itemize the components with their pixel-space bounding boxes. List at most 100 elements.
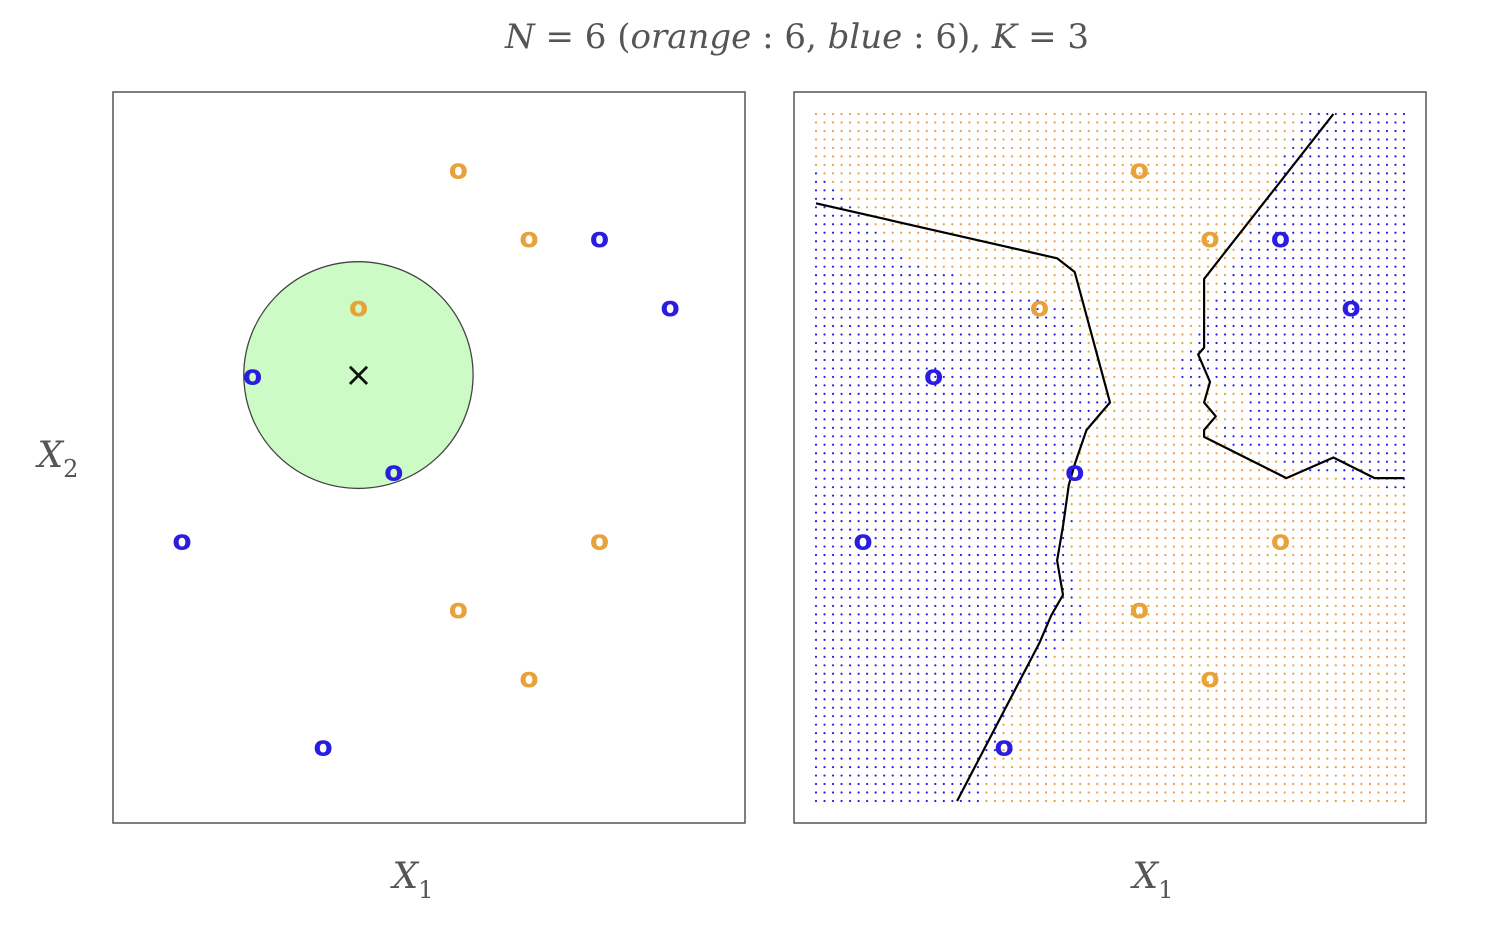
grid-dot <box>857 477 860 480</box>
grid-dot <box>1309 511 1312 514</box>
grid-dot <box>968 570 971 574</box>
grid-dot <box>891 206 894 209</box>
grid-dot <box>1223 765 1227 769</box>
grid-dot <box>1164 291 1167 294</box>
grid-dot <box>840 189 843 192</box>
grid-dot <box>1036 367 1039 370</box>
grid-dot <box>1317 282 1320 285</box>
grid-dot <box>1002 579 1005 582</box>
grid-dot <box>883 681 886 684</box>
grid-dot <box>1189 426 1193 429</box>
grid-dot <box>968 418 971 421</box>
grid-dot <box>1087 630 1090 633</box>
grid-dot <box>908 477 911 480</box>
grid-dot <box>985 757 988 760</box>
grid-dot <box>1223 511 1227 514</box>
grid-dot <box>823 274 826 277</box>
grid-dot <box>1317 740 1320 743</box>
grid-dot <box>1283 452 1286 455</box>
grid-dot <box>1215 765 1218 769</box>
grid-dot <box>1027 291 1031 294</box>
grid-dot <box>1053 740 1056 743</box>
grid-dot <box>976 316 980 319</box>
grid-dot <box>1130 443 1133 446</box>
grid-dot <box>1181 681 1184 684</box>
grid-dot <box>831 587 835 591</box>
grid-dot <box>1121 553 1124 557</box>
grid-dot <box>1292 791 1295 794</box>
grid-dot <box>976 341 980 345</box>
grid-dot <box>1309 749 1312 752</box>
grid-dot <box>1138 240 1141 243</box>
grid-dot <box>1104 528 1107 531</box>
grid-dot <box>1258 596 1261 599</box>
grid-dot <box>1189 401 1193 404</box>
grid-dot <box>985 774 988 777</box>
grid-dot <box>1002 545 1005 548</box>
grid-dot <box>1155 341 1158 345</box>
grid-dot <box>831 562 835 565</box>
grid-dot <box>934 723 937 726</box>
grid-dot <box>1240 265 1244 268</box>
grid-dot <box>1258 740 1261 743</box>
grid-dot <box>1010 774 1014 777</box>
grid-dot <box>814 223 818 226</box>
grid-dot <box>1027 197 1031 200</box>
grid-dot <box>1036 570 1039 574</box>
grid-dot <box>925 638 928 641</box>
grid-dot <box>874 384 877 387</box>
grid-dot <box>1010 138 1014 141</box>
grid-dot <box>1027 248 1031 251</box>
grid-dot <box>1309 265 1312 268</box>
grid-dot <box>883 392 886 395</box>
grid-dot <box>1181 333 1184 336</box>
grid-dot <box>1326 520 1329 523</box>
grid-dot <box>993 231 997 234</box>
grid-dot <box>1206 553 1210 557</box>
grid-dot <box>1189 562 1193 565</box>
grid-dot <box>1044 392 1048 395</box>
grid-dot <box>823 265 826 268</box>
grid-dot <box>976 299 980 302</box>
grid-dot <box>1079 799 1082 803</box>
grid-dot <box>866 638 869 641</box>
grid-dot <box>1130 630 1133 633</box>
grid-dot <box>1266 774 1269 777</box>
grid-dot <box>934 749 937 752</box>
grid-dot <box>1070 486 1073 489</box>
grid-dot <box>1300 231 1303 234</box>
grid-dot <box>968 486 971 489</box>
grid-dot <box>1249 732 1252 735</box>
grid-dot <box>1044 469 1048 472</box>
grid-dot <box>1062 401 1065 404</box>
grid-dot <box>1027 163 1031 166</box>
grid-dot <box>848 723 852 726</box>
grid-dot <box>900 570 903 574</box>
grid-dot <box>1019 172 1022 175</box>
grid-dot <box>1309 401 1312 404</box>
grid-dot <box>1249 333 1252 336</box>
grid-dot <box>1164 494 1167 497</box>
grid-dot <box>1164 520 1167 523</box>
grid-dot <box>1147 782 1150 786</box>
grid-dot <box>1223 579 1227 582</box>
grid-dot <box>1198 477 1201 480</box>
grid-dot <box>1155 774 1158 777</box>
grid-dot <box>1002 231 1005 234</box>
grid-dot <box>1104 240 1107 243</box>
grid-dot <box>925 681 928 684</box>
grid-dot <box>866 367 869 370</box>
grid-dot <box>1309 799 1312 803</box>
grid-dot <box>951 698 954 701</box>
grid-dot <box>925 596 928 599</box>
grid-dot <box>1079 715 1082 718</box>
grid-dot <box>1079 333 1082 336</box>
grid-dot <box>1130 799 1133 803</box>
grid-dot <box>1189 316 1193 319</box>
grid-dot <box>942 274 945 277</box>
grid-dot <box>1096 307 1099 311</box>
grid-dot <box>1317 452 1320 455</box>
grid-dot <box>1096 214 1099 217</box>
grid-dot <box>1096 587 1099 591</box>
